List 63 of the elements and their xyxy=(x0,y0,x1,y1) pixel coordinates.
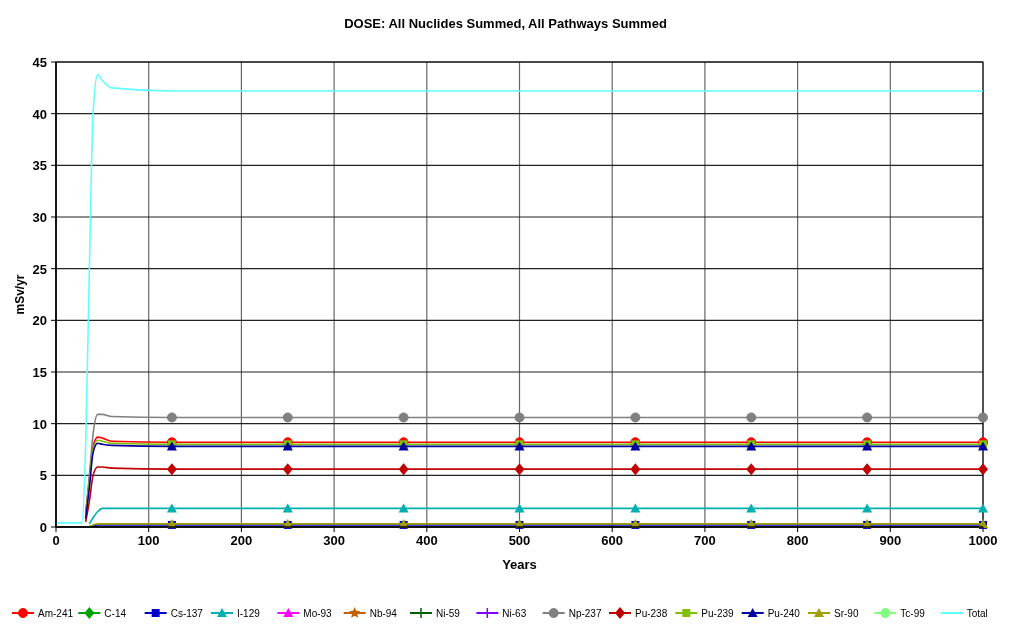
point xyxy=(166,463,177,476)
point xyxy=(978,463,988,476)
x-tick-label: 800 xyxy=(786,533,809,548)
y-tick-label: 20 xyxy=(32,313,47,329)
x-axis-title: Years xyxy=(502,557,537,572)
x-tick-label: 500 xyxy=(508,533,531,548)
y-tick-label: 0 xyxy=(39,520,47,535)
chart-title: DOSE: All Nuclides Summed, All Pathways Summed xyxy=(344,16,667,31)
point xyxy=(746,412,757,423)
legend-label: Ni-59 xyxy=(436,608,461,619)
line-series xyxy=(55,73,984,524)
point xyxy=(166,503,177,513)
point xyxy=(630,503,641,513)
y-tick-label: 30 xyxy=(32,210,47,225)
x-tick-label: 600 xyxy=(601,533,624,548)
point xyxy=(398,503,409,513)
x-tick-label: 300 xyxy=(323,533,345,548)
legend-label: Am-241 xyxy=(38,608,74,619)
point xyxy=(746,503,757,513)
legend-label: Ni-63 xyxy=(502,608,527,619)
point xyxy=(282,412,293,423)
y-tick-label: 40 xyxy=(32,106,47,122)
legend-label: Total xyxy=(966,608,988,619)
legend-label: Pu-240 xyxy=(767,608,801,619)
point xyxy=(978,503,988,513)
legend-label: C-14 xyxy=(104,608,127,619)
legend-label: Sr-90 xyxy=(834,608,859,619)
point xyxy=(398,463,409,476)
y-tick-label: 5 xyxy=(39,468,47,484)
point xyxy=(398,412,409,423)
point xyxy=(514,503,525,513)
legend-label: Nb-94 xyxy=(369,608,398,619)
legend-label: Tc-99 xyxy=(900,608,926,619)
point xyxy=(514,463,525,476)
y-axis-title: mSv/yr xyxy=(13,274,27,315)
x-tick-label: 0 xyxy=(52,533,60,548)
x-tick-label: 400 xyxy=(415,533,438,548)
x-tick-label: 900 xyxy=(879,533,902,548)
legend-label: Cs-137 xyxy=(170,608,204,619)
x-tick-label: 100 xyxy=(137,533,160,548)
legend-label: Np-237 xyxy=(568,608,602,619)
x-tick-label: 200 xyxy=(230,533,253,548)
point xyxy=(514,412,525,423)
point xyxy=(862,463,873,476)
legend-label: Pu-239 xyxy=(701,608,735,619)
y-tick-label: 35 xyxy=(32,158,47,174)
legend-label: I-129 xyxy=(237,608,261,619)
x-tick-label: 700 xyxy=(694,533,716,548)
legend-label: Pu-238 xyxy=(635,608,668,619)
y-tick-label: 15 xyxy=(32,365,47,380)
point xyxy=(746,463,757,476)
y-tick-label: 10 xyxy=(32,416,47,432)
point xyxy=(862,412,873,423)
point xyxy=(282,503,293,513)
point xyxy=(282,463,293,476)
legend-label: Mo-93 xyxy=(303,608,333,619)
point xyxy=(166,412,177,423)
x-tick-label: 1000 xyxy=(968,533,998,548)
y-tick-label: 25 xyxy=(32,261,47,277)
y-tick-label: 45 xyxy=(32,55,47,70)
point xyxy=(630,463,641,476)
point xyxy=(630,412,641,423)
point xyxy=(978,412,988,423)
